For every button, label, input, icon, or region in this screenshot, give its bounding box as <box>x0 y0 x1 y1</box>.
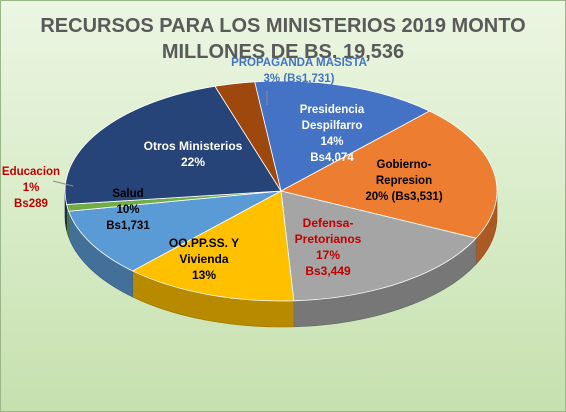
slice-label-line: 1% <box>23 182 40 194</box>
slice-label-gobierno: Gobierno- Represion 20% (Bs3,531) <box>365 159 443 203</box>
slice-label-line: 22% <box>181 155 205 169</box>
slice-label-line: 13% <box>192 268 216 282</box>
slice-labels: Presidencia Despilfarro 14% Bs4,074 Gobierno… <box>2 57 443 282</box>
slice-label-line: 17% <box>316 248 340 262</box>
chart-title-line-2: MILLONES DE BS. 19,536 <box>162 41 404 63</box>
slice-label-line: Otros Ministerios <box>144 139 243 153</box>
leader-lines <box>52 91 268 187</box>
slice-label-line: Educacion <box>2 166 60 178</box>
slice-label-line: Vivienda <box>179 252 228 266</box>
slice-label-line: Defensa- <box>303 216 354 230</box>
pie-slice-presidencia <box>254 80 431 192</box>
pie-slice-oo-pp-ss-y <box>131 190 295 302</box>
chart-title-line-1: RECURSOS PARA LOS MINISTERIOS 2019 MONTO <box>40 15 525 37</box>
slice-label-educacion: Educacion 1% Bs289 <box>2 166 60 210</box>
slice-label-propaganda-masista: PROPAGANDA MASISTA 3% (Bs1,731) <box>231 57 367 85</box>
slice-label-line: 20% (Bs3,531) <box>365 191 443 203</box>
slice-label-line: Salud <box>112 188 143 200</box>
leader-line-educacion <box>52 180 74 187</box>
slice-label-salud: Salud 10% Bs1,731 <box>106 188 150 232</box>
slice-label-line: Gobierno- <box>377 159 432 171</box>
slice-label-line: 14% <box>320 136 343 148</box>
slice-label-line: Bs289 <box>14 198 48 210</box>
slice-label-line: Pretorianos <box>295 232 362 246</box>
slice-label-line: Presidencia <box>300 104 365 116</box>
slice-label-oo-pp-ss-y: OO.PP.SS. Y Vivienda 13% <box>169 236 239 282</box>
pie-slice-salud <box>68 190 282 272</box>
pie-slice-propaganda-masista <box>214 81 282 192</box>
slice-label-line: Represion <box>376 175 432 187</box>
pie-slice-otros-ministerios <box>64 85 282 205</box>
slice-label-line: OO.PP.SS. Y <box>169 236 239 250</box>
slice-label-line: 3% (Bs1,731) <box>264 73 335 85</box>
pie-slice-gobierno <box>279 110 498 239</box>
slice-label-otros-ministerios: Otros Ministerios 22% <box>144 139 243 169</box>
slice-label-line: Bs3,449 <box>305 264 351 278</box>
slice-label-defensa: Defensa- Pretorianos 17% Bs3,449 <box>295 216 362 278</box>
pie-tops <box>64 80 498 302</box>
slice-label-line: PROPAGANDA MASISTA <box>231 57 367 69</box>
pie-slice-defensa <box>280 190 477 302</box>
slice-label-line: Despilfarro <box>302 120 363 132</box>
slice-label-line: 10% <box>116 204 139 216</box>
slice-label-presidencia: Presidencia Despilfarro 14% Bs4,074 <box>300 104 365 164</box>
slice-label-line: Bs1,731 <box>106 220 150 232</box>
slice-label-line: Bs4,074 <box>310 152 354 164</box>
